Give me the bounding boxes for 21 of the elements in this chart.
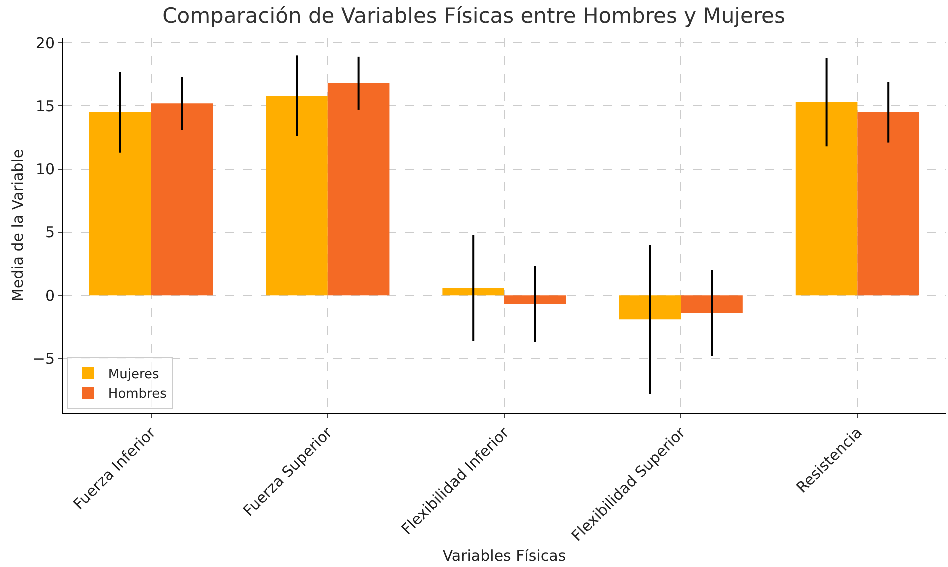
y-tick-label: −5 bbox=[32, 350, 55, 368]
bar bbox=[328, 83, 390, 296]
chart-title: Comparación de Variables Físicas entre Hombres y Mujeres bbox=[162, 4, 786, 28]
x-axis-title: Variables Físicas bbox=[442, 547, 566, 566]
bar bbox=[266, 96, 328, 296]
y-tick-label: 0 bbox=[45, 286, 55, 305]
bar bbox=[858, 112, 920, 296]
bar bbox=[796, 102, 858, 296]
bar bbox=[89, 112, 152, 296]
bar bbox=[619, 296, 682, 320]
y-axis-title: Media de la Variable bbox=[9, 149, 27, 302]
y-tick-label: 20 bbox=[36, 34, 55, 52]
bar bbox=[681, 296, 743, 314]
bar bbox=[151, 104, 214, 296]
y-tick-label: 10 bbox=[36, 160, 55, 179]
legend-label: Mujeres bbox=[108, 367, 160, 382]
bar bbox=[504, 296, 566, 304]
y-tick-label: 5 bbox=[45, 224, 55, 242]
y-tick-label: 15 bbox=[36, 97, 55, 116]
legend-label: Hombres bbox=[108, 387, 168, 402]
bar bbox=[442, 288, 504, 296]
